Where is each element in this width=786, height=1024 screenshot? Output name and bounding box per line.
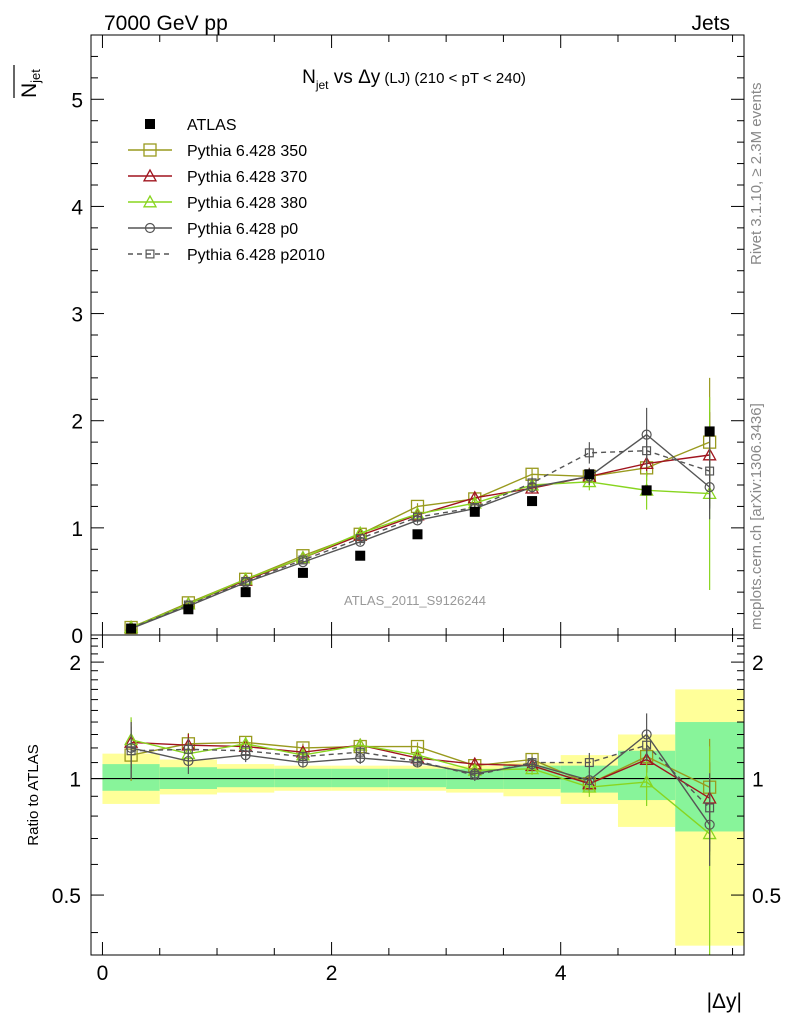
legend-label: Pythia 6.428 370	[187, 169, 307, 186]
legend-atlas-label: ATLAS	[187, 117, 237, 134]
atlas-data-point	[641, 485, 652, 496]
main-y-tick-label: 3	[71, 304, 83, 327]
ratio-point	[183, 744, 193, 754]
ratio-point	[126, 746, 136, 756]
ratio-point	[639, 774, 654, 788]
ratio-point	[584, 775, 595, 786]
ratio-point	[642, 740, 652, 750]
main-y-tick-label: 2	[71, 411, 83, 434]
atlas-data-point	[240, 587, 251, 598]
ratio-frame	[90, 634, 745, 956]
inner-uncertainty-band	[503, 765, 561, 789]
ratio-axis-ticks: 0.5 0.5 1 1 2 2 0 2 4	[52, 635, 781, 985]
ratio-y-tick-label: 1	[69, 769, 81, 792]
main-y-tick-label: 4	[71, 196, 83, 219]
atlas-data-point	[704, 426, 715, 437]
legend-label: Pythia 6.428 380	[187, 195, 307, 212]
series-point	[413, 512, 423, 522]
rivet-label: Rivet 3.1.10, ≥ 2.3M events	[748, 83, 765, 266]
ratio-point	[298, 752, 308, 762]
ratio-point	[705, 803, 715, 813]
atlas-data-point	[412, 529, 423, 540]
atlas-data-point	[297, 567, 308, 578]
ratio-point	[355, 747, 365, 757]
analysis-id: ATLAS_2011_S9126244	[344, 593, 486, 608]
x-axis-label: |Δy|	[707, 990, 742, 1013]
legend-label: Pythia 6.428 p2010	[187, 247, 325, 264]
series-point	[639, 456, 654, 470]
energy-label: 7000 GeV pp	[104, 12, 228, 35]
title-main: N	[302, 67, 316, 88]
legend: ATLAS Pythia 6.428 350 Pythia 6.428 370 Pyt…	[128, 117, 325, 264]
ratio-point	[527, 758, 537, 768]
legend-marker	[142, 168, 158, 182]
ratio-point	[582, 779, 597, 793]
legend-marker	[145, 249, 155, 259]
ratio-y-tick-label-right: 2	[752, 652, 764, 675]
title-range: (210 < pT < 240)	[410, 70, 526, 87]
x-tick-label: 2	[326, 962, 338, 985]
series-point	[582, 474, 597, 488]
ratio-y-tick-label: 2	[69, 652, 81, 675]
ratio-point	[584, 758, 594, 768]
main-y-tick-label: 0	[71, 625, 83, 648]
atlas-data-point	[584, 469, 595, 480]
ratio-y-axis-label: Ratio to ATLAS	[25, 744, 42, 845]
series-point	[642, 446, 652, 456]
legend-atlas-marker	[145, 119, 155, 129]
ratio-point	[241, 746, 251, 756]
ylabel-main: N	[18, 83, 41, 98]
atlas-data-point	[527, 496, 538, 507]
ratio-series-layer	[123, 713, 717, 955]
series-point	[241, 576, 251, 586]
series-point	[705, 466, 715, 476]
legend-marker	[144, 222, 156, 234]
ratio-point	[413, 756, 423, 766]
svg-text:Njet: Njet	[18, 69, 43, 98]
atlas-data-point	[126, 623, 137, 634]
title-rest: vs Δy	[329, 67, 381, 88]
series-point	[355, 534, 365, 544]
ratio-y-tick-label-right: 0.5	[752, 885, 781, 908]
ratio-bands-layer	[102, 689, 744, 946]
chart-title: Njet vs Δy (LJ) (210 < pT < 240)	[302, 67, 526, 92]
mcplots-label: mcplots.cern.ch [arXiv:1306.3436]	[748, 403, 765, 630]
ylabel-sub: jet	[28, 69, 43, 84]
title-sub: jet	[315, 78, 329, 92]
legend-label: Pythia 6.428 p0	[187, 221, 298, 238]
main-y-tick-label: 1	[71, 518, 83, 541]
series-point	[584, 448, 594, 458]
process-label: Jets	[691, 12, 730, 35]
main-data-layer	[126, 426, 715, 634]
x-tick-label: 4	[555, 962, 567, 985]
main-y-tick-label: 5	[71, 89, 83, 112]
legend-label: Pythia 6.428 350	[187, 143, 307, 160]
series-point	[527, 478, 537, 488]
ratio-y-tick-label: 0.5	[52, 885, 81, 908]
ratio-point	[470, 770, 480, 780]
legend-marker	[143, 143, 157, 157]
atlas-data-point	[183, 604, 194, 615]
series-point	[298, 555, 308, 565]
main-y-axis-label: Njet	[13, 65, 43, 98]
main-axis-ticks: 1 2 3 4 5 0	[71, 35, 744, 648]
ratio-panel: 0.5 0.5 1 1 2 2 0 2 4 Ratio to ATLAS	[25, 634, 781, 985]
x-tick-label: 0	[97, 962, 109, 985]
ratio-y-tick-label-right: 1	[752, 769, 764, 792]
atlas-data-point	[355, 550, 366, 561]
legend-marker	[142, 194, 158, 208]
title-lj: (LJ)	[380, 70, 410, 87]
atlas-data-point	[469, 506, 480, 517]
